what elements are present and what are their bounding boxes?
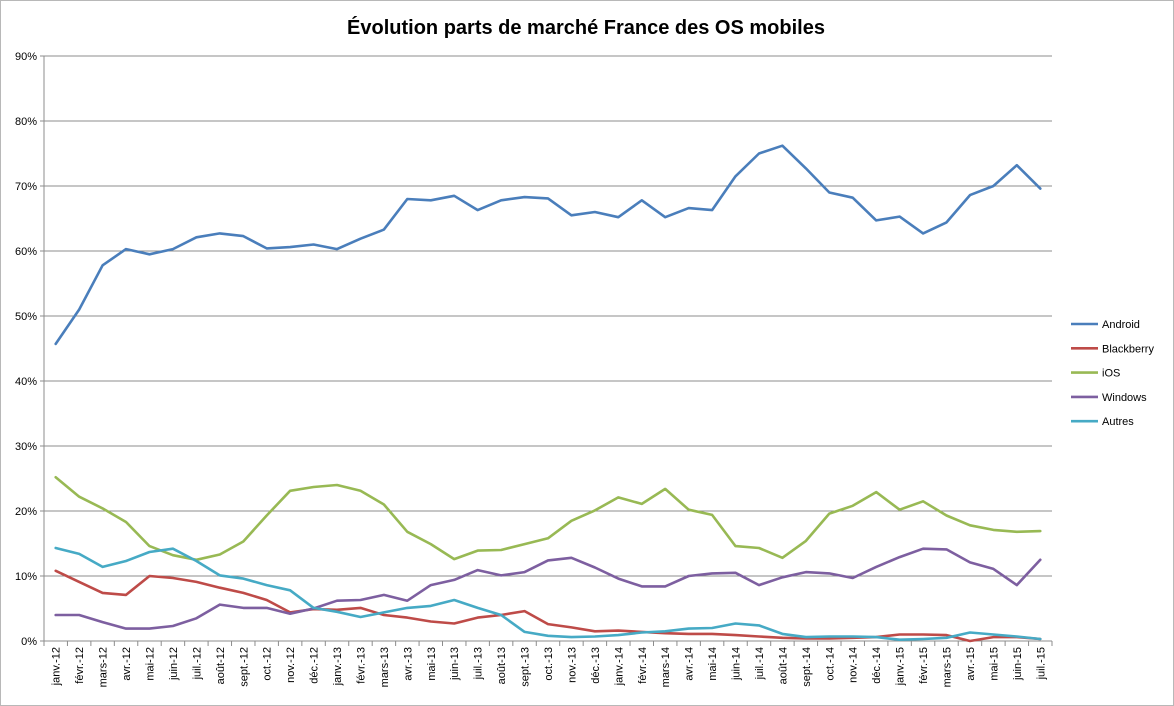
legend: Android Blackberry iOS Windows Autres bbox=[1071, 319, 1154, 428]
x-tick-label: juil.-12 bbox=[191, 647, 203, 680]
x-tick-label: avr.-15 bbox=[965, 647, 977, 681]
x-tick-label: févr.-15 bbox=[918, 647, 930, 684]
x-tick-label: mai-14 bbox=[707, 647, 719, 681]
x-tick-label: juil.-13 bbox=[473, 647, 485, 680]
x-tick-label: déc.-13 bbox=[590, 647, 602, 684]
x-tick-label: oct.-13 bbox=[543, 647, 555, 681]
x-tick-label: mai-12 bbox=[144, 647, 156, 681]
x-tick-label: juin-14 bbox=[731, 647, 743, 681]
legend-label-ios: iOS bbox=[1102, 368, 1120, 380]
x-tick-label: nov.-13 bbox=[566, 647, 578, 683]
y-tick-label: 60% bbox=[15, 246, 37, 258]
x-tick-label: janv.-15 bbox=[895, 647, 907, 686]
series-line-windows bbox=[54, 547, 1042, 630]
x-tick-label: juil.-14 bbox=[754, 647, 766, 680]
y-tick-label: 90% bbox=[15, 51, 37, 63]
x-tick-label: févr.-12 bbox=[74, 647, 86, 684]
x-tick-label: oct.-12 bbox=[262, 647, 274, 681]
x-tick-label: juin-12 bbox=[168, 647, 180, 681]
series-lines bbox=[54, 144, 1042, 643]
y-tick-label: 20% bbox=[15, 506, 37, 518]
x-tick-label: déc.-14 bbox=[871, 647, 883, 684]
x-tick-label: août-12 bbox=[215, 647, 227, 684]
x-tick-label: juil.-15 bbox=[1035, 647, 1047, 680]
y-tick-label: 30% bbox=[15, 441, 37, 453]
x-tick-label: janv.-13 bbox=[332, 647, 344, 686]
x-tick-label: nov.-14 bbox=[848, 647, 860, 683]
y-tick-label: 80% bbox=[15, 116, 37, 128]
y-tick-label: 40% bbox=[15, 376, 37, 388]
x-tick-label: sept.-13 bbox=[520, 647, 532, 687]
y-axis-tick-labels: 0% 10% 20% 30% 40% 50% 60% 70% 80% 90% bbox=[15, 51, 37, 648]
series-line-blackberry bbox=[54, 569, 1042, 643]
x-tick-label: oct.-14 bbox=[824, 647, 836, 681]
series-line-autres bbox=[54, 546, 1042, 642]
x-tick-label: avr.-12 bbox=[121, 647, 133, 681]
y-tick-label: 0% bbox=[21, 636, 37, 648]
chart-title: Évolution parts de marché France des OS … bbox=[347, 16, 825, 39]
legend-label-windows: Windows bbox=[1102, 392, 1147, 404]
x-tick-label: avr.-13 bbox=[402, 647, 414, 681]
x-tick-label: sept.-12 bbox=[238, 647, 250, 687]
y-tick-label: 70% bbox=[15, 181, 37, 193]
axes bbox=[40, 55, 1053, 646]
legend-label-autres: Autres bbox=[1102, 416, 1134, 428]
legend-label-blackberry: Blackberry bbox=[1102, 343, 1154, 355]
x-tick-label: févr.-14 bbox=[637, 647, 649, 684]
x-tick-label: mars-12 bbox=[98, 647, 110, 687]
x-tick-label: nov.-12 bbox=[285, 647, 297, 683]
x-tick-label: août-13 bbox=[496, 647, 508, 684]
x-tick-label: mai-13 bbox=[426, 647, 438, 681]
grid-lines bbox=[44, 55, 1052, 577]
x-tick-label: sept.-14 bbox=[801, 647, 813, 687]
x-tick-label: févr.-13 bbox=[355, 647, 367, 684]
x-tick-label: mars-14 bbox=[660, 647, 672, 687]
legend-label-android: Android bbox=[1102, 319, 1140, 331]
x-tick-label: août-14 bbox=[777, 647, 789, 684]
series-line-android bbox=[54, 144, 1042, 346]
series-line-ios bbox=[54, 475, 1042, 562]
x-tick-label: mars-15 bbox=[942, 647, 954, 687]
x-tick-label: mars-13 bbox=[379, 647, 391, 687]
y-tick-label: 50% bbox=[15, 311, 37, 323]
x-tick-label: janv.-12 bbox=[51, 647, 63, 686]
x-tick-label: avr.-14 bbox=[684, 647, 696, 681]
x-tick-label: janv.-14 bbox=[613, 647, 625, 686]
x-tick-label: mai-15 bbox=[988, 647, 1000, 681]
x-tick-label: juin-13 bbox=[449, 647, 461, 681]
x-axis-tick-labels: janv.-12 févr.-12 mars-12 avr.-12 mai-12 juin… bbox=[51, 647, 1048, 687]
y-tick-label: 10% bbox=[15, 571, 37, 583]
x-tick-label: juin-15 bbox=[1012, 647, 1024, 681]
x-tick-label: déc.-12 bbox=[309, 647, 321, 684]
